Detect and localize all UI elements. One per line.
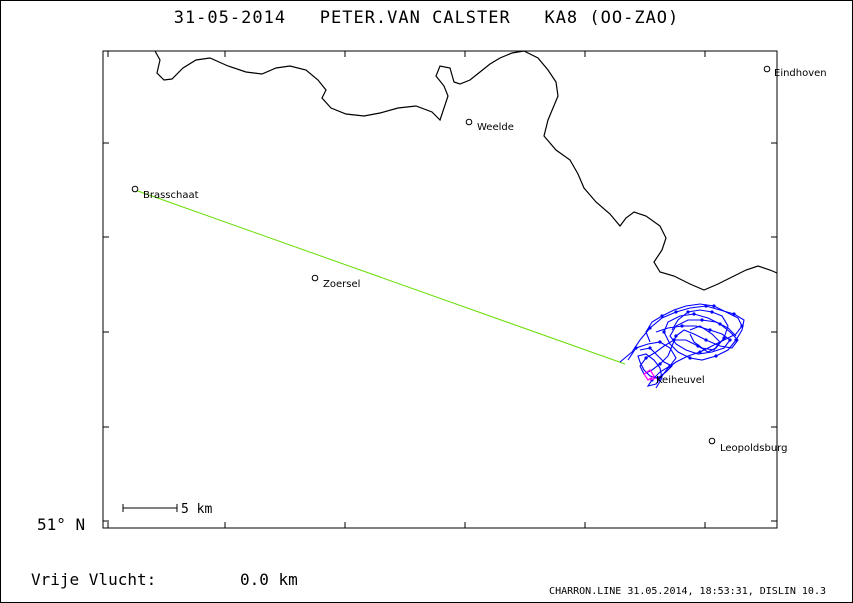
landing-marker-2: [649, 377, 657, 381]
scale-label: 5 km: [181, 502, 212, 517]
page-title: 31-05-2014 PETER.VAN CALSTER KA8 (OO-ZAO…: [173, 8, 680, 28]
city-marker-icon: [708, 437, 716, 445]
city-brasschaat: Brasschaat: [131, 185, 199, 201]
city-leopoldsburg: Leopoldsburg: [708, 437, 787, 454]
landing-marker: [643, 369, 655, 381]
straight-flight-line: [134, 189, 626, 365]
free-flight-value: 0.0 km: [240, 570, 298, 589]
latitude-label: 51° N: [37, 515, 86, 534]
city-marker-icon: [311, 274, 319, 282]
city-label: Weelde: [477, 122, 514, 133]
city-label: Keiheuvel: [656, 375, 705, 386]
footer-info: CHARRON.LINE 31.05.2014, 18:53:31, DISLI…: [549, 586, 826, 597]
city-zoersel: Zoersel: [311, 274, 360, 290]
city-keiheuvel: Keiheuvel: [656, 375, 705, 386]
city-marker-icon: [763, 65, 771, 73]
city-marker-icon: [131, 185, 139, 193]
axis-ticks: [103, 51, 777, 528]
country-border-east: [523, 50, 778, 291]
city-label: Leopoldsburg: [720, 443, 787, 454]
city-eindhoven: Eindhoven: [763, 65, 827, 79]
free-flight-label: Vrije Vlucht:: [31, 570, 157, 589]
country-border: [154, 50, 525, 122]
city-weelde: Weelde: [465, 118, 514, 133]
scale-bar: [122, 504, 178, 512]
plot-frame: [102, 50, 778, 529]
city-marker-icon: [465, 118, 473, 126]
city-label: Zoersel: [323, 279, 360, 290]
city-label: Brasschaat: [143, 190, 199, 201]
city-label: Eindhoven: [774, 68, 827, 79]
flight-track-points: [634, 304, 744, 382]
